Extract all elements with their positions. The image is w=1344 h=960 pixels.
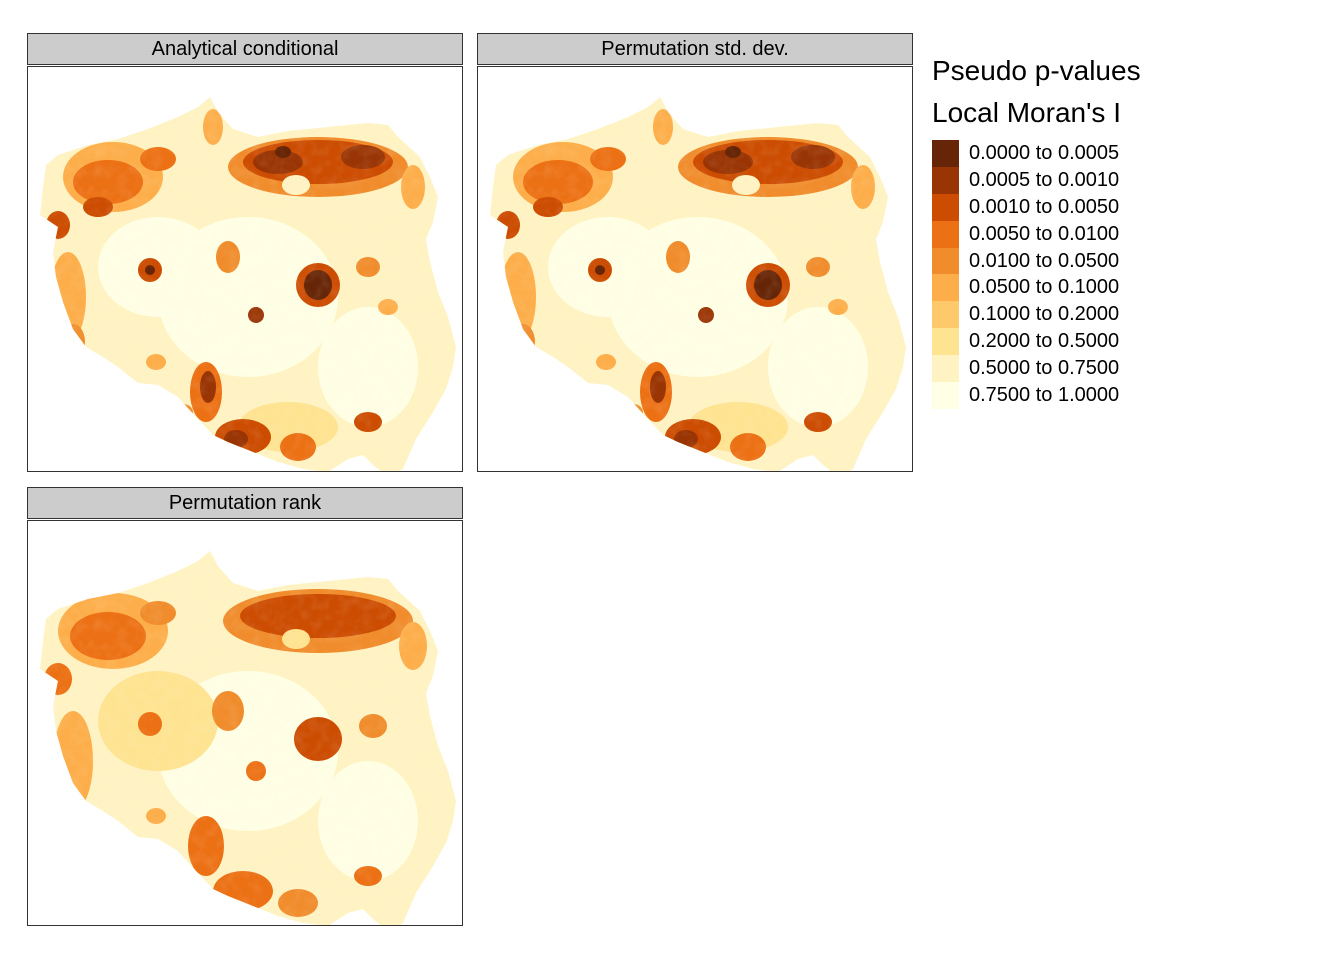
facet-strip-title: Permutation std. dev. bbox=[477, 33, 913, 65]
legend-swatch bbox=[932, 355, 959, 383]
legend-title: Pseudo p-values bbox=[932, 55, 1141, 86]
map-frame bbox=[477, 66, 913, 472]
legend-swatch bbox=[932, 274, 959, 302]
legend-item: 0.0010 to 0.0050 bbox=[932, 193, 1141, 221]
choropleth-map-poland bbox=[28, 67, 463, 472]
legend-swatch bbox=[932, 140, 959, 167]
legend-item: 0.7500 to 1.0000 bbox=[932, 382, 1141, 409]
legend-label: 0.0010 to 0.0050 bbox=[969, 195, 1120, 218]
legend-swatch bbox=[932, 166, 959, 194]
legend-label: 0.0000 to 0.0005 bbox=[969, 141, 1120, 164]
legend-label: 0.0500 to 0.1000 bbox=[969, 276, 1120, 299]
legend-swatch bbox=[932, 247, 959, 275]
legend-item: 0.0005 to 0.0010 bbox=[932, 166, 1141, 194]
legend-swatch bbox=[932, 220, 959, 248]
legend-label: 0.7500 to 1.0000 bbox=[969, 383, 1120, 406]
legend-item: 0.2000 to 0.5000 bbox=[932, 328, 1141, 356]
legend-item: 0.0100 to 0.0500 bbox=[932, 247, 1141, 275]
legend-label: 0.0005 to 0.0010 bbox=[969, 168, 1120, 191]
map-frame bbox=[27, 66, 463, 472]
facet-strip-title: Permutation rank bbox=[27, 487, 463, 519]
legend-item: 0.1000 to 0.2000 bbox=[932, 301, 1141, 329]
legend-label: 0.1000 to 0.2000 bbox=[969, 303, 1120, 326]
legend-item: 0.5000 to 0.7500 bbox=[932, 355, 1141, 383]
legend: Pseudo p-values Local Moran's I 0.0000 t… bbox=[932, 50, 1141, 409]
legend-label: 0.0050 to 0.0100 bbox=[969, 222, 1120, 245]
legend-swatch bbox=[932, 382, 959, 409]
facet-strip-title: Analytical conditional bbox=[27, 33, 463, 65]
choropleth-map-poland bbox=[28, 521, 463, 926]
legend-item: 0.0000 to 0.0005 bbox=[932, 140, 1141, 167]
legend-item: 0.0050 to 0.0100 bbox=[932, 220, 1141, 248]
legend-subtitle: Local Moran's I bbox=[932, 97, 1121, 128]
legend-label: 0.0100 to 0.0500 bbox=[969, 249, 1120, 272]
legend-swatch bbox=[932, 301, 959, 329]
legend-swatch bbox=[932, 193, 959, 221]
legend-label: 0.5000 to 0.7500 bbox=[969, 357, 1120, 380]
legend-item: 0.0500 to 0.1000 bbox=[932, 274, 1141, 302]
choropleth-map-poland bbox=[478, 67, 913, 472]
map-frame bbox=[27, 520, 463, 926]
legend-swatch bbox=[932, 328, 959, 356]
legend-items: 0.0000 to 0.0005 0.0005 to 0.0010 0.0010 t… bbox=[932, 140, 1141, 409]
legend-label: 0.2000 to 0.5000 bbox=[969, 330, 1120, 353]
